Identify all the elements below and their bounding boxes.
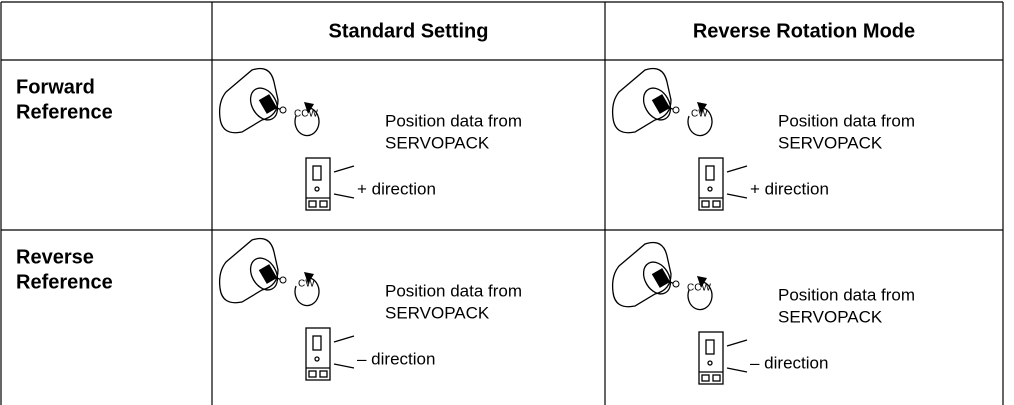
encoder-dot xyxy=(314,186,320,192)
direction-label: + direction xyxy=(357,179,436,198)
motor-flange xyxy=(258,94,278,114)
direction-label: – direction xyxy=(750,353,828,372)
encoder-dot xyxy=(707,360,713,366)
cell-text: Position data from xyxy=(778,111,915,130)
signal-line xyxy=(333,363,355,369)
motor-shaft-end xyxy=(672,280,680,288)
encoder-pin xyxy=(712,374,721,382)
motor-diagram: CW Position data from SERVOPACK – direction xyxy=(218,237,522,381)
cell-text: SERVOPACK xyxy=(778,307,883,326)
signal-line xyxy=(726,165,748,173)
encoder-pin xyxy=(319,200,328,208)
motor-flange xyxy=(651,94,671,114)
signal-line xyxy=(333,193,355,199)
signal-line xyxy=(726,367,748,373)
column-header: Reverse Rotation Mode xyxy=(693,20,915,42)
encoder-box xyxy=(698,157,724,211)
motor-face xyxy=(642,261,672,295)
motor-body xyxy=(218,67,279,134)
motor-flange xyxy=(651,268,671,288)
signal-line xyxy=(333,335,355,343)
encoder-pin xyxy=(701,200,710,208)
motor-shaft-end xyxy=(672,106,680,114)
encoder-pin xyxy=(308,370,317,378)
encoder-window xyxy=(705,165,715,181)
motor-face xyxy=(249,87,279,121)
rotation-arrow xyxy=(687,281,713,311)
motor-shaft-end xyxy=(279,276,287,284)
encoder-window xyxy=(312,335,322,351)
encoder-pin xyxy=(308,200,317,208)
rotation-arrow xyxy=(294,107,320,137)
encoder-box xyxy=(305,157,331,211)
encoder-pin xyxy=(712,200,721,208)
encoder-pin xyxy=(319,370,328,378)
rotation-label: CCW xyxy=(687,283,711,294)
signal-line xyxy=(726,193,748,199)
rotation-arrow xyxy=(687,107,713,137)
cell-text: Position data from xyxy=(385,111,522,130)
arrow-head xyxy=(304,102,314,114)
encoder-box xyxy=(305,327,331,381)
direction-label: + direction xyxy=(750,179,829,198)
cell-text: Position data from xyxy=(778,285,915,304)
column-header: Standard Setting xyxy=(328,20,488,42)
arrow-head xyxy=(304,272,314,284)
cell-text: Position data from xyxy=(385,281,522,300)
motor-body xyxy=(611,67,672,134)
motor-diagram: CCW Position data from SERVOPACK + directio… xyxy=(218,67,522,211)
encoder-dot xyxy=(707,186,713,192)
motor-body xyxy=(611,241,672,308)
motor-diagram: CCW Position data from SERVOPACK – directio… xyxy=(611,241,915,385)
row-header: Reference xyxy=(16,101,113,123)
row-header: Reverse xyxy=(16,246,94,268)
motor-flange xyxy=(258,264,278,284)
motor-body xyxy=(218,237,279,304)
motor-face xyxy=(249,257,279,291)
motor-shaft-end xyxy=(279,106,287,114)
rotation-label: CW xyxy=(298,279,315,290)
rotation-arrow xyxy=(294,277,320,307)
rotation-label: CCW xyxy=(294,109,318,120)
encoder-box xyxy=(698,331,724,385)
cell-text: SERVOPACK xyxy=(778,133,883,152)
direction-label: – direction xyxy=(357,349,435,368)
encoder-pin xyxy=(701,374,710,382)
motor-diagram: CW Position data from SERVOPACK + direction xyxy=(611,67,915,211)
encoder-dot xyxy=(314,356,320,362)
encoder-window xyxy=(312,165,322,181)
motor-face xyxy=(642,87,672,121)
signal-line xyxy=(333,165,355,173)
cell-text: SERVOPACK xyxy=(385,133,490,152)
row-header: Forward xyxy=(16,76,95,98)
arrow-head xyxy=(697,276,707,288)
cell-text: SERVOPACK xyxy=(385,303,490,322)
signal-line xyxy=(726,339,748,347)
arrow-head xyxy=(697,102,707,114)
row-header: Reference xyxy=(16,271,113,293)
encoder-window xyxy=(705,339,715,355)
rotation-label: CW xyxy=(691,109,708,120)
